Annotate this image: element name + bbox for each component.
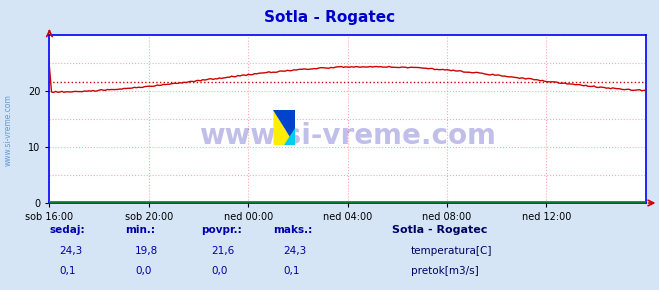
Text: pretok[m3/s]: pretok[m3/s]	[411, 266, 478, 276]
Polygon shape	[273, 110, 295, 145]
Text: Sotla - Rogatec: Sotla - Rogatec	[264, 10, 395, 25]
Text: temperatura[C]: temperatura[C]	[411, 246, 492, 256]
Text: 21,6: 21,6	[211, 246, 234, 256]
Text: min.:: min.:	[125, 225, 156, 235]
Polygon shape	[284, 128, 295, 145]
Text: Sotla - Rogatec: Sotla - Rogatec	[392, 225, 488, 235]
Text: maks.:: maks.:	[273, 225, 313, 235]
Text: 0,1: 0,1	[283, 266, 300, 276]
Text: www.si-vreme.com: www.si-vreme.com	[3, 95, 13, 166]
Text: 24,3: 24,3	[283, 246, 306, 256]
Text: sedaj:: sedaj:	[49, 225, 85, 235]
Text: 0,0: 0,0	[135, 266, 152, 276]
Polygon shape	[273, 110, 295, 145]
Text: 19,8: 19,8	[135, 246, 158, 256]
Text: 0,1: 0,1	[59, 266, 76, 276]
Text: 24,3: 24,3	[59, 246, 82, 256]
Text: povpr.:: povpr.:	[201, 225, 242, 235]
Text: 0,0: 0,0	[211, 266, 227, 276]
Text: www.si-vreme.com: www.si-vreme.com	[199, 122, 496, 150]
